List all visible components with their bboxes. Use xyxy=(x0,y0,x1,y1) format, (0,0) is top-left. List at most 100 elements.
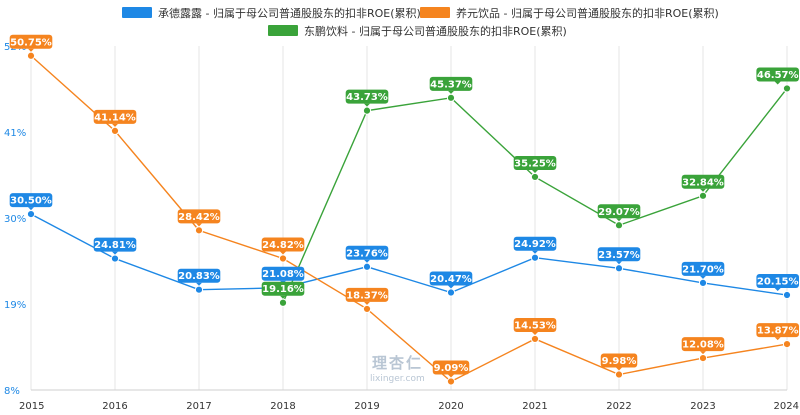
data-label-pointer xyxy=(280,251,286,255)
data-label-pointer xyxy=(616,261,622,265)
data-label-text: 20.83% xyxy=(178,271,220,282)
data-label-text: 28.42% xyxy=(178,212,220,223)
data-label-pointer xyxy=(448,90,454,94)
data-label-text: 20.47% xyxy=(430,274,472,285)
series-lines xyxy=(30,55,788,383)
data-label-text: 50.75% xyxy=(10,37,52,48)
data-label: 20.83% xyxy=(177,268,221,286)
data-label-text: 18.37% xyxy=(346,290,388,301)
data-label-box xyxy=(177,268,221,283)
data-label-text: 24.82% xyxy=(262,240,304,251)
data-point xyxy=(782,84,792,93)
data-point xyxy=(530,253,540,262)
data-point xyxy=(110,126,120,136)
watermark-site: lixinger.com xyxy=(370,374,425,384)
data-label: 9.09% xyxy=(432,360,470,378)
data-label-text: 29.07% xyxy=(598,207,640,218)
data-label-pointer xyxy=(364,301,370,305)
data-label: 43.73% xyxy=(345,89,389,107)
data-label-text: 13.87% xyxy=(757,326,799,337)
data-label-box xyxy=(600,353,638,368)
data-label: 45.37% xyxy=(429,76,473,94)
data-label-pointer xyxy=(532,250,538,254)
data-label-pointer xyxy=(700,188,706,192)
data-label-pointer xyxy=(28,207,34,211)
data-point xyxy=(362,304,372,314)
data-point xyxy=(26,51,36,60)
data-label-box xyxy=(756,274,799,289)
data-point xyxy=(698,191,708,200)
data-label-box xyxy=(345,89,389,104)
data-label-text: 20.15% xyxy=(757,277,799,288)
data-label: 9.98% xyxy=(600,353,638,371)
data-label-text: 35.25% xyxy=(514,158,556,169)
data-label: 19.16% xyxy=(261,281,305,299)
data-label: 29.07% xyxy=(597,204,641,222)
data-label-box xyxy=(681,174,725,189)
y-tick-label: 8% xyxy=(4,386,20,397)
data-label-text: 43.73% xyxy=(346,92,388,103)
data-point xyxy=(362,106,372,115)
data-label-text: 23.57% xyxy=(598,250,640,261)
data-label: 14.53% xyxy=(513,317,557,335)
data-label-box xyxy=(429,271,473,286)
data-label-box xyxy=(756,67,799,82)
data-label-box xyxy=(597,247,641,262)
data-label-box xyxy=(681,261,725,276)
data-label: 46.57% xyxy=(756,67,799,85)
data-label-pointer xyxy=(196,282,202,286)
data-label: 12.08% xyxy=(681,337,725,355)
data-point xyxy=(698,354,708,363)
data-point xyxy=(278,254,288,263)
data-label: 35.25% xyxy=(513,155,557,173)
data-label-text: 24.92% xyxy=(514,239,556,250)
legend-item-2: 养元饮品 - 归属于母公司普通股股东的扣非ROE(累积) xyxy=(420,6,719,20)
legend-label: 东鹏饮料 - 归属于母公司普通股股东的扣非ROE(累积) xyxy=(304,24,567,38)
data-point xyxy=(446,288,456,297)
data-label: 20.47% xyxy=(429,271,473,289)
data-point xyxy=(530,172,540,182)
data-label-pointer xyxy=(532,169,538,173)
data-point xyxy=(614,221,624,230)
data-label-pointer xyxy=(774,81,781,85)
data-label: 21.08% xyxy=(261,266,305,284)
data-label-text: 19.16% xyxy=(262,284,304,295)
data-point xyxy=(110,254,120,263)
data-label-box xyxy=(345,287,389,302)
data-label-text: 12.08% xyxy=(682,340,724,351)
series-line-1 xyxy=(30,213,788,296)
data-point xyxy=(446,93,456,102)
data-label-box xyxy=(756,323,799,338)
series-line-2 xyxy=(30,55,788,383)
data-point xyxy=(698,278,708,287)
data-label-box xyxy=(597,204,641,219)
data-label-text: 21.70% xyxy=(682,264,724,275)
x-tick-label: 2016 xyxy=(102,401,127,412)
x-tick-label: 2019 xyxy=(354,401,379,412)
data-label-box xyxy=(177,209,221,224)
data-label: 23.57% xyxy=(597,247,641,265)
legend-swatch xyxy=(122,7,152,18)
watermark: 理杏仁 lixinger.com xyxy=(370,354,425,384)
data-label-text: 45.37% xyxy=(430,79,472,90)
data-label-pointer xyxy=(774,288,781,292)
legend[interactable]: 承德露露 - 归属于母公司普通股股东的扣非ROE(累积) 养元饮品 - 归属于母公… xyxy=(122,6,719,38)
data-label: 23.76% xyxy=(345,245,389,263)
data-point xyxy=(614,264,624,273)
data-label-pointer xyxy=(448,285,454,289)
data-label-box xyxy=(432,360,470,375)
data-label: 41.14% xyxy=(93,109,137,127)
data-label: 32.84% xyxy=(681,174,725,192)
data-label-text: 21.08% xyxy=(262,269,304,280)
y-axis: 52%41%30%19%8% xyxy=(4,42,26,397)
data-point xyxy=(782,340,792,349)
x-tick-label: 2018 xyxy=(270,401,295,412)
x-tick-label: 2021 xyxy=(522,401,547,412)
data-label-pointer xyxy=(448,374,454,378)
data-point xyxy=(26,209,36,219)
x-tick-label: 2022 xyxy=(606,401,631,412)
data-label-pointer xyxy=(28,48,34,52)
x-tick-label: 2023 xyxy=(690,401,715,412)
watermark-brand: 理杏仁 xyxy=(372,354,423,372)
